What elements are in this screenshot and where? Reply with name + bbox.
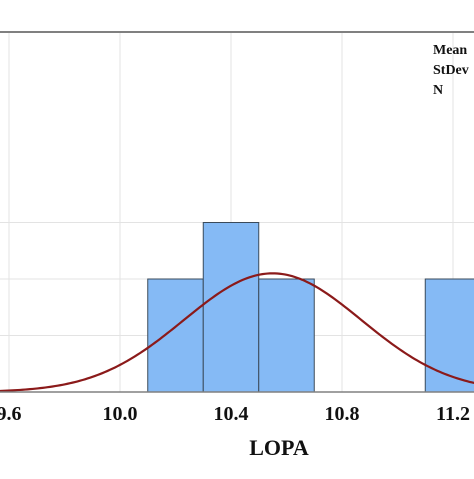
legend-label: StDev <box>433 63 469 78</box>
x-axis-label: LOPA <box>249 435 309 460</box>
x-tick-label: 11.2 <box>436 403 470 425</box>
x-tick-label: 10.0 <box>103 403 138 425</box>
x-tick-label: 9.6 <box>0 403 22 425</box>
histogram-bar <box>424 278 474 393</box>
normal-curve-layer <box>0 272 474 393</box>
histogram-bar <box>258 278 315 393</box>
plot-frame-layer <box>0 31 474 393</box>
histogram-bar <box>202 222 260 393</box>
histogram-bar <box>147 278 204 393</box>
legend: Mean StDev N <box>433 43 469 98</box>
x-tick-label: 10.4 <box>214 403 249 425</box>
legend-label: N <box>433 83 443 98</box>
bars <box>147 222 474 393</box>
x-tick-label: 10.8 <box>325 403 360 425</box>
x-tick-labels: 9.6 10.0 10.4 10.8 11.2 <box>0 403 470 425</box>
normal-curve <box>0 272 474 393</box>
legend-label: Mean <box>433 43 467 58</box>
